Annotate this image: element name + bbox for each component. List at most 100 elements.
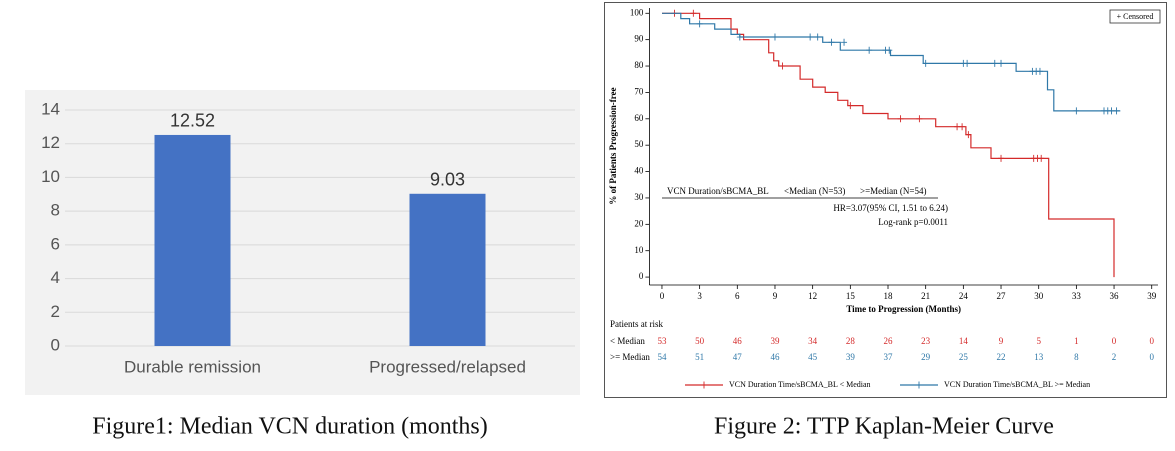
censor-mark — [814, 33, 821, 41]
y-tick-label: 60 — [634, 113, 644, 123]
bar — [154, 134, 231, 346]
y-tick-label: 100 — [630, 7, 644, 17]
at-risk-count: 14 — [959, 336, 969, 346]
x-tick-label: 30 — [1034, 291, 1044, 301]
censor-mark — [690, 9, 697, 17]
censored-legend-box — [1109, 9, 1161, 24]
y-tick-label: 8 — [51, 201, 60, 220]
bar — [409, 193, 486, 346]
censor-mark — [779, 62, 786, 70]
x-tick-label: 36 — [1110, 291, 1120, 301]
value-label: 12.52 — [170, 111, 215, 131]
y-tick-label: 0 — [639, 271, 644, 281]
censor-mark — [807, 33, 814, 41]
at-risk-count: 13 — [1034, 352, 1044, 362]
y-axis-title: % of Patients Progression-free — [608, 87, 618, 204]
legend-marker — [701, 381, 707, 389]
at-risk-label: < Median — [610, 336, 645, 346]
y-tick-label: 40 — [634, 166, 644, 176]
at-risk-count: 28 — [846, 336, 856, 346]
x-tick-label: 24 — [959, 291, 969, 301]
censor-mark — [964, 59, 971, 67]
x-tick-label: 12 — [808, 291, 817, 301]
x-tick-label: 0 — [660, 291, 665, 301]
censor-mark — [954, 123, 961, 131]
at-risk-count: 51 — [695, 352, 704, 362]
censor-mark — [841, 38, 848, 46]
at-risk-count: 8 — [1074, 352, 1079, 362]
censor-mark — [866, 46, 873, 54]
at-risk-count: 0 — [1149, 352, 1154, 362]
censor-mark — [965, 131, 972, 139]
censor-mark — [922, 59, 929, 67]
at-risk-count: 25 — [959, 352, 969, 362]
x-tick-label: Progressed/relapsed — [369, 357, 526, 376]
value-label: 9.03 — [430, 170, 465, 190]
legend-label: VCN Duration Time/sBCMA_BL < Median — [729, 380, 871, 389]
y-tick-label: 50 — [634, 139, 644, 149]
x-tick-label: 27 — [997, 291, 1007, 301]
censor-mark — [847, 102, 854, 110]
legend-label: VCN Duration Time/sBCMA_BL >= Median — [944, 380, 1090, 389]
at-risk-count: 39 — [770, 336, 780, 346]
at-risk-count: 45 — [808, 352, 818, 362]
at-risk-count: 54 — [657, 352, 667, 362]
y-tick-label: 4 — [51, 268, 60, 287]
y-tick-label: 30 — [634, 192, 644, 202]
y-tick-label: 10 — [634, 245, 644, 255]
censor-mark — [1108, 107, 1115, 115]
y-tick-label: 80 — [634, 60, 644, 70]
censor-mark — [1038, 154, 1045, 162]
censor-mark — [1073, 107, 1080, 115]
at-risk-count: 23 — [921, 336, 931, 346]
at-risk-count: 5 — [1036, 336, 1041, 346]
panel-bg — [25, 90, 580, 395]
y-tick-label: 14 — [41, 99, 60, 118]
y-tick-label: 90 — [634, 34, 644, 44]
censor-mark — [959, 123, 966, 131]
censor-mark — [897, 115, 904, 123]
x-tick-label: 18 — [884, 291, 894, 301]
at-risk-label: >= Median — [610, 352, 650, 362]
censor-mark — [736, 33, 743, 41]
at-risk-count: 1 — [1074, 336, 1079, 346]
censor-mark — [916, 115, 923, 123]
censor-mark — [1036, 67, 1043, 75]
at-risk-count: 50 — [695, 336, 705, 346]
at-risk-count: 39 — [846, 352, 856, 362]
censor-mark — [696, 20, 703, 28]
x-tick-label: 3 — [697, 291, 702, 301]
annotation: Log-rank p=0.0011 — [878, 217, 948, 227]
x-tick-label: 9 — [773, 291, 778, 301]
x-tick-label: 6 — [735, 291, 740, 301]
at-risk-count: 29 — [921, 352, 931, 362]
x-tick-label: Durable remission — [124, 357, 261, 376]
at-risk-count: 46 — [770, 352, 780, 362]
y-tick-label: 6 — [51, 234, 60, 253]
x-tick-label: 39 — [1147, 291, 1157, 301]
at-risk-title: Patients at risk — [610, 319, 663, 329]
y-tick-label: 0 — [51, 335, 60, 354]
at-risk-count: 2 — [1112, 352, 1117, 362]
at-risk-count: 9 — [999, 336, 1004, 346]
censor-mark — [998, 154, 1005, 162]
at-risk-count: 53 — [657, 336, 667, 346]
at-risk-count: 22 — [997, 352, 1006, 362]
y-tick-label: 10 — [41, 167, 60, 186]
censor-mark — [991, 59, 998, 67]
caption: Figure1: Median VCN duration (months) — [92, 414, 488, 440]
at-risk-count: 26 — [884, 336, 894, 346]
at-risk-count: 0 — [1112, 336, 1117, 346]
x-axis-title: Time to Progression (Months) — [846, 304, 961, 314]
censor-mark — [998, 59, 1005, 67]
y-tick-label: 20 — [634, 218, 644, 228]
annotation: >=Median (N=54) — [860, 186, 926, 196]
at-risk-count: 34 — [808, 336, 818, 346]
censor-mark — [886, 46, 893, 54]
caption: Figure 2: TTP Kaplan-Meier Curve — [714, 414, 1054, 440]
panel-border — [604, 2, 1167, 398]
censor-mark — [828, 38, 835, 46]
y-tick-label: 2 — [51, 302, 60, 321]
